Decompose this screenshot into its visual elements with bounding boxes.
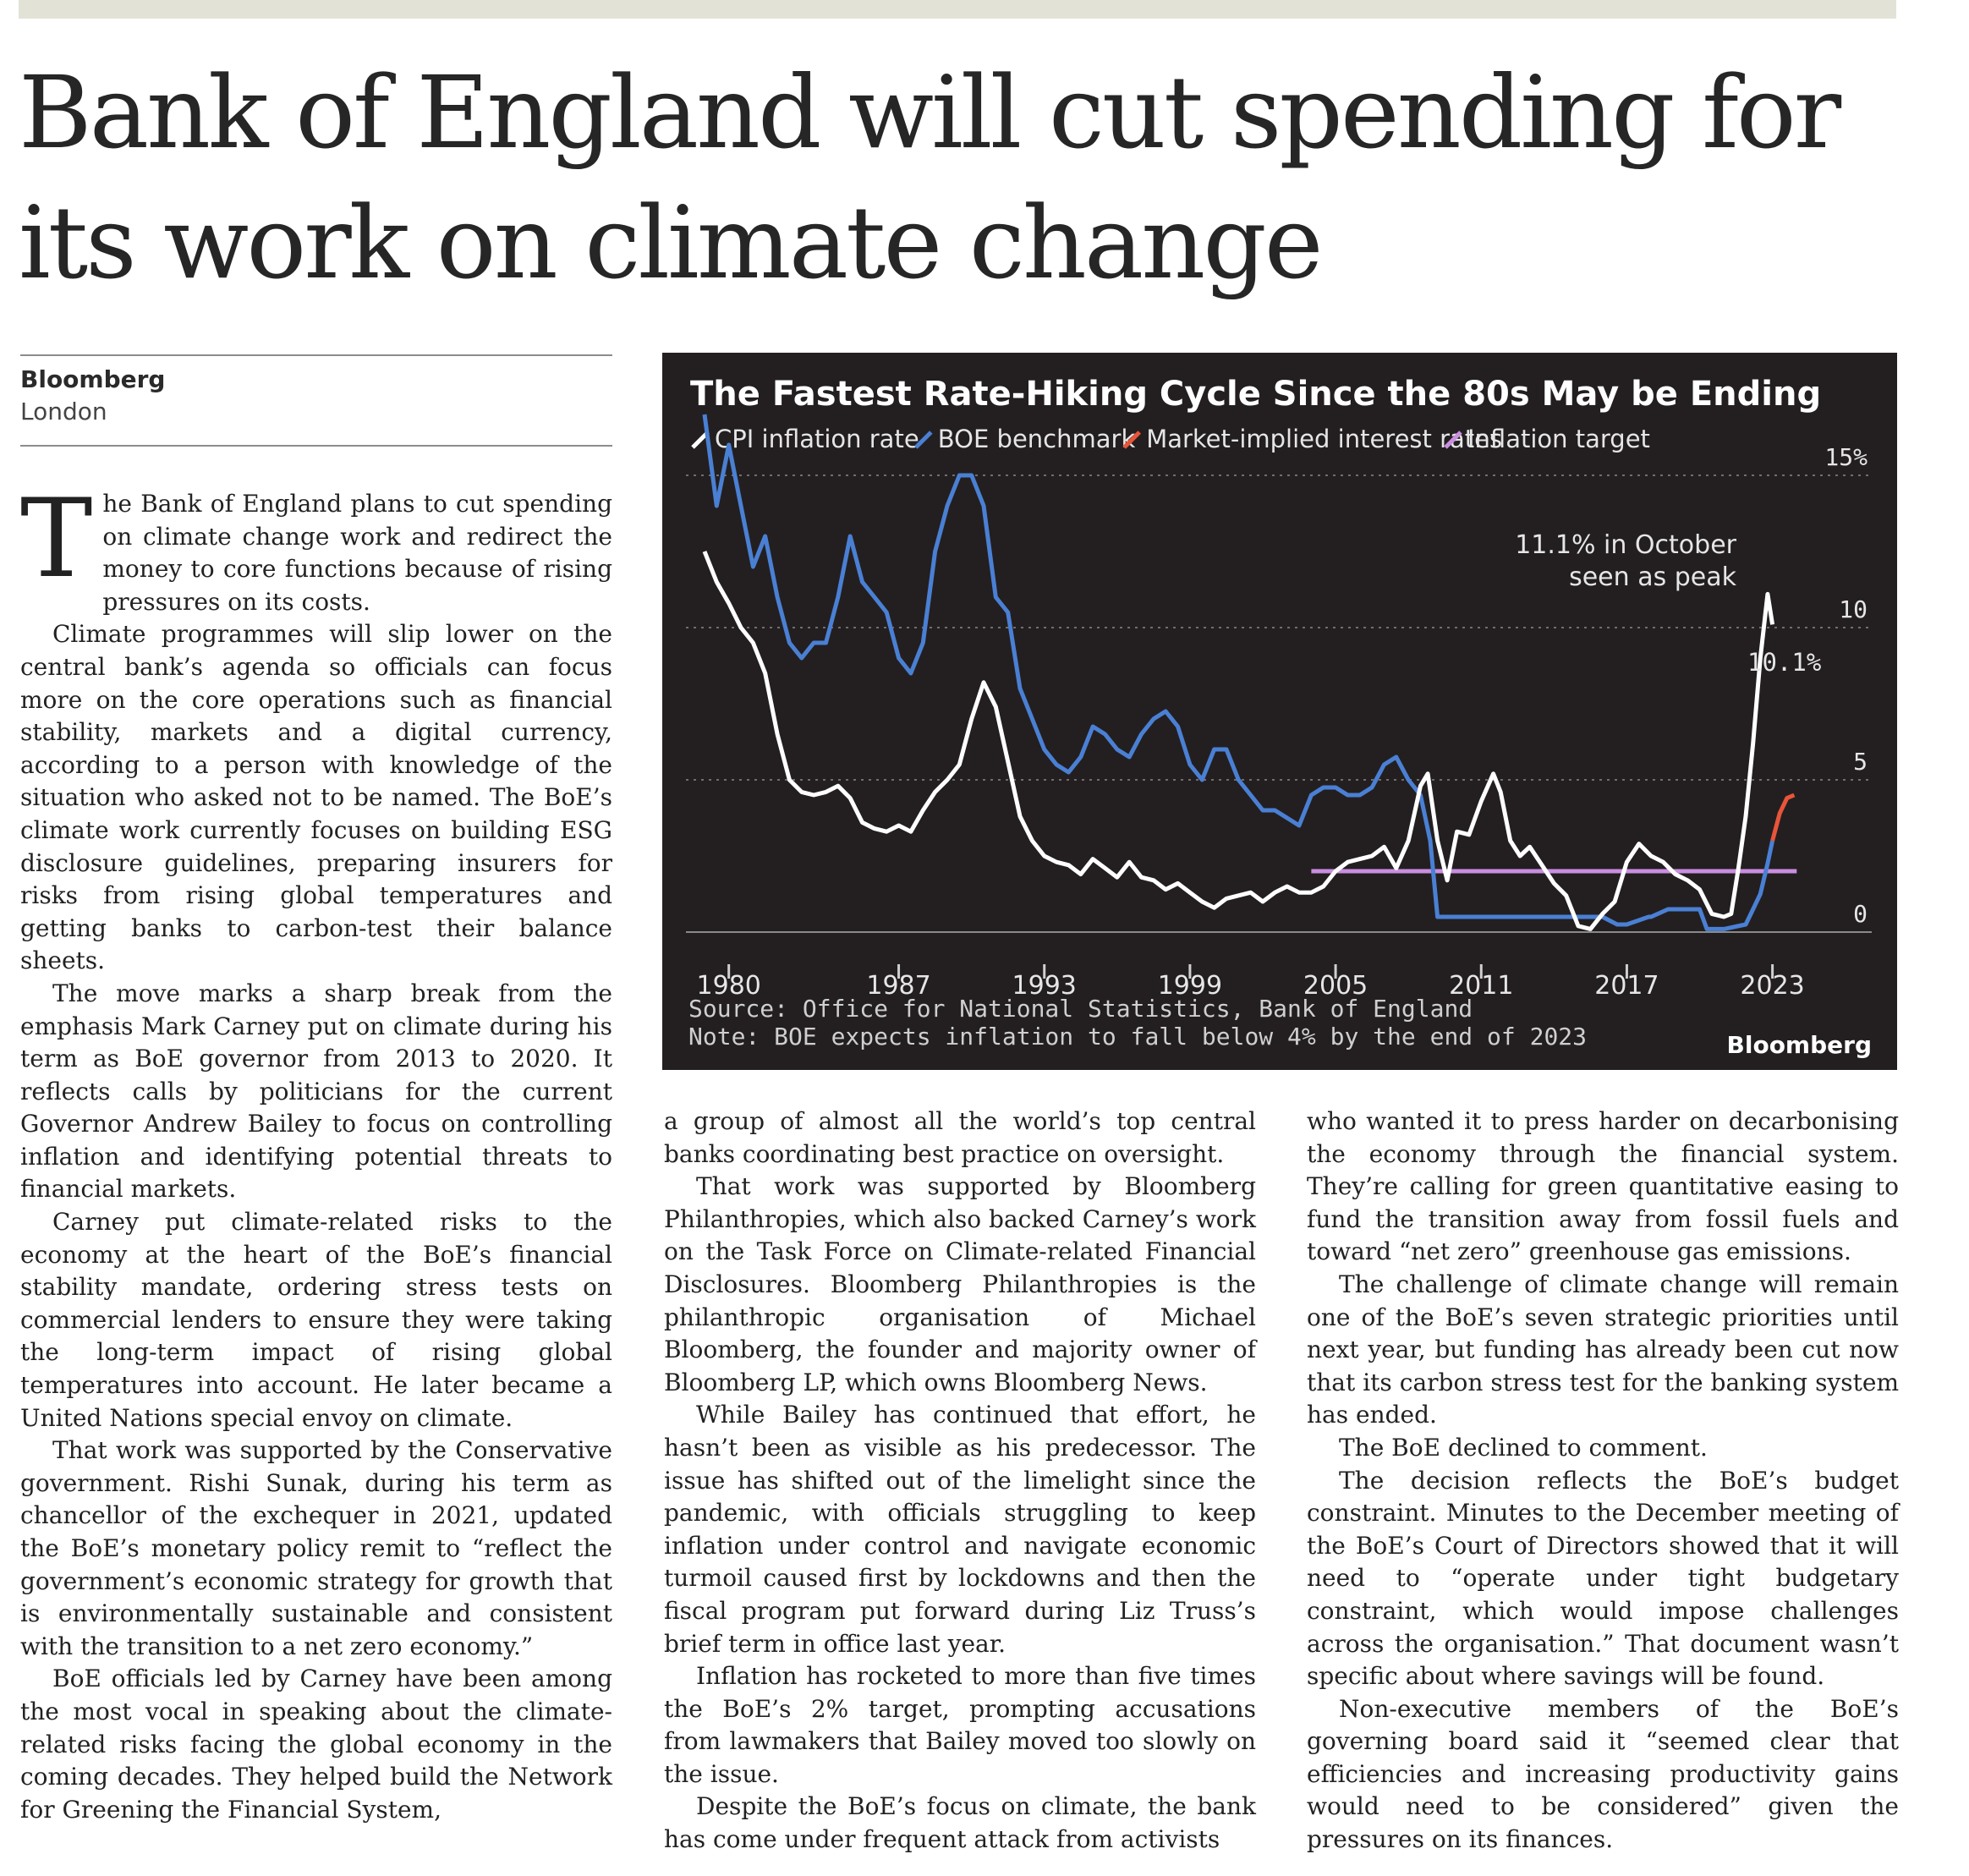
headline: Bank of England will cut spending for it… — [19, 54, 1841, 301]
article-paragraph: a group of almost all the world’s top ce… — [664, 1107, 1256, 1168]
y-tick-label: 0 — [1853, 900, 1868, 928]
x-tick-label: 1999 — [1158, 971, 1222, 1001]
x-tick-label: 1987 — [866, 971, 930, 1001]
article-paragraph: who wanted it to press harder on decarbo… — [1307, 1107, 1899, 1266]
article-paragraph: Despite the BoE’s focus on climate, the … — [664, 1792, 1256, 1854]
series-line-market-implied-interest-rates — [1770, 793, 1796, 842]
x-tick-label: 1980 — [697, 971, 761, 1001]
chart-note: Note: BOE expects inflation to fall belo… — [688, 1023, 1587, 1050]
chart-source: Source: Office for National Statistics, … — [688, 995, 1473, 1023]
article-paragraph: While Bailey has continued that effort, … — [664, 1401, 1256, 1658]
article-column-3: who wanted it to press harder on decarbo… — [1307, 1105, 1899, 1857]
byline-dateline: London — [20, 398, 107, 425]
rate-inflation-chart: The Fastest Rate-Hiking Cycle Since the … — [686, 375, 1872, 1059]
drop-cap: T — [20, 476, 93, 602]
article-column-2: a group of almost all the world’s top ce… — [664, 1105, 1256, 1857]
y-tick-label: 15% — [1824, 443, 1868, 471]
article-paragraph: The BoE declined to comment. — [1339, 1433, 1708, 1462]
chart-series — [702, 414, 1797, 931]
article-paragraph: That work was supported by Bloomberg Phi… — [664, 1172, 1256, 1396]
byline-top-rule — [20, 354, 612, 356]
x-tick-label: 2005 — [1303, 971, 1368, 1001]
article-paragraph: The challenge of climate change will rem… — [1307, 1270, 1899, 1429]
chart-x-axis: 1980 1987 1993 1999 2005 2011 2017 2023 — [697, 964, 1805, 1001]
legend-swatch — [1122, 431, 1141, 449]
article-paragraph: That work was supported by the Conservat… — [20, 1436, 612, 1660]
legend-label: Inflation target — [1467, 425, 1650, 453]
top-rule-bar — [19, 0, 1896, 19]
article-paragraph: The decision reflects the BoE’s budget c… — [1307, 1466, 1899, 1691]
article-paragraph: Climate programmes will slip lower on th… — [20, 620, 612, 975]
chart-gridlines — [686, 474, 1872, 933]
x-tick-label: 2011 — [1449, 971, 1513, 1001]
article-paragraph: The move marks a sharp break from the em… — [20, 979, 612, 1204]
chart-legend: CPI inflation rate BOE benchmark Market-im… — [691, 425, 1650, 453]
legend-swatch — [1444, 431, 1462, 449]
article-paragraph: Carney put climate-related risks to the … — [20, 1208, 612, 1432]
x-tick-label: 2017 — [1594, 971, 1659, 1001]
legend-label: BOE benchmark — [938, 425, 1136, 453]
annotation-peak: 11.1% in October — [1515, 530, 1736, 560]
article-paragraph: Non-executive members of the BoE’s gover… — [1307, 1694, 1899, 1854]
legend-label: Market-implied interest rates — [1146, 425, 1502, 453]
x-tick-label: 1993 — [1012, 971, 1077, 1001]
article-paragraph: Inflation has rocketed to more than five… — [664, 1662, 1256, 1788]
x-tick-label: 2023 — [1740, 971, 1804, 1001]
chart-y-axis: 15% 10 5 0 — [1824, 443, 1868, 928]
y-tick-label: 5 — [1853, 748, 1868, 776]
legend-label: CPI inflation rate — [715, 425, 919, 453]
lead-paragraph-text: he Bank of England plans to cut spending… — [102, 490, 612, 616]
legend-swatch — [914, 431, 933, 449]
y-tick-label: 10 — [1839, 595, 1868, 623]
byline-bottom-rule — [20, 445, 612, 447]
series-line-boe-benchmark — [702, 414, 1775, 931]
chart-panel: The Fastest Rate-Hiking Cycle Since the … — [662, 353, 1897, 1070]
chart-title: The Fastest Rate-Hiking Cycle Since the … — [690, 375, 1821, 414]
annotation-peak: seen as peak — [1569, 562, 1737, 592]
chart-brand-logo: Bloomberg — [1727, 1031, 1872, 1059]
annotation-latest-value: 10.1% — [1747, 648, 1821, 677]
series-line-cpi-inflation-rate — [702, 551, 1775, 931]
article-paragraph: BoE officials led by Carney have been am… — [20, 1665, 612, 1824]
byline-source: Bloomberg — [20, 365, 166, 393]
